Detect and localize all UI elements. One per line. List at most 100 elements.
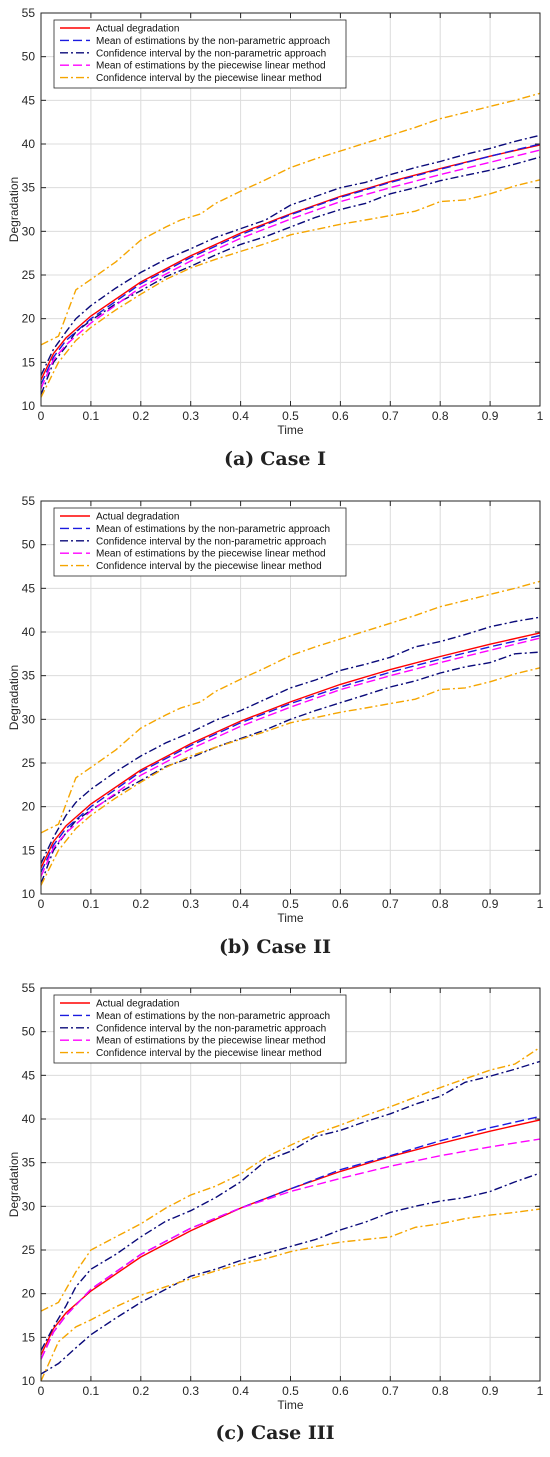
y-tick-label: 15 [22, 843, 36, 857]
x-tick-label: 0.8 [432, 897, 449, 911]
series-line-3 [40, 156, 541, 395]
series-line-0 [40, 144, 541, 381]
legend-box [53, 19, 347, 89]
caption-case-1: (a) Case I [0, 448, 550, 470]
y-tick-label: 25 [22, 756, 36, 770]
x-tick-label: 0.3 [182, 897, 199, 911]
x-tick-label: 0.9 [482, 1384, 499, 1398]
legend-entry: Confidence interval by the non-parametri… [96, 1023, 326, 1034]
legend-entry: Confidence interval by the non-parametri… [96, 48, 326, 59]
y-tick-label: 15 [22, 1330, 36, 1344]
x-tick-label: 0.5 [282, 409, 299, 423]
x-tick-label: 1 [537, 897, 544, 911]
series-line-2 [40, 616, 541, 864]
y-tick-label: 35 [22, 669, 36, 683]
x-tick-label: 0 [38, 897, 45, 911]
legend-entry: Confidence interval by the non-parametri… [96, 536, 326, 547]
chart-case-3: 0 0.1 0.2 0.3 0.4 0.5 0.6 0.7 0.8 0.9 1 10 15 20 25 30 3… [7, 981, 544, 1412]
caption-title: Case I [260, 448, 327, 470]
series-line-1 [40, 1115, 541, 1360]
legend-box [53, 994, 347, 1064]
x-axis-label: Time [277, 423, 304, 437]
y-tick-label: 55 [22, 6, 36, 20]
caption-label: (b) [219, 936, 251, 958]
y-tick-label: 20 [22, 312, 36, 326]
y-tick-label: 45 [22, 1068, 36, 1082]
y-tick-label: 45 [22, 581, 36, 595]
series-line-1 [40, 143, 541, 385]
x-tick-label: 0.5 [282, 897, 299, 911]
y-axis-label: Degradation [7, 177, 21, 242]
y-tick-label: 30 [22, 712, 36, 726]
y-tick-label: 40 [22, 1112, 36, 1126]
x-tick-label: 0.8 [432, 1384, 449, 1398]
series-line-5 [40, 1046, 541, 1312]
legend-entry: Confidence interval by the piecewise lin… [96, 73, 322, 84]
y-tick-label: 30 [22, 224, 36, 238]
x-tick-label: 1 [537, 409, 544, 423]
series-line-0 [40, 1119, 541, 1356]
x-tick-label: 0.7 [382, 897, 399, 911]
x-tick-label: 0 [38, 1384, 45, 1398]
x-tick-label: 0.7 [382, 409, 399, 423]
y-tick-label: 25 [22, 268, 36, 282]
caption-label: (c) [215, 1422, 245, 1444]
x-tick-label: 0.2 [132, 1384, 149, 1398]
legend-entry: Mean of estimations by the non-parametri… [96, 36, 330, 47]
x-tick-label: 0.6 [332, 1384, 349, 1398]
x-tick-label: 0.9 [482, 409, 499, 423]
series-line-2 [40, 134, 541, 376]
x-tick-label: 1 [537, 1384, 544, 1398]
y-tick-label: 20 [22, 1287, 36, 1301]
y-tick-label: 40 [22, 625, 36, 639]
series-line-5 [40, 92, 541, 346]
series-line-1 [40, 634, 541, 873]
y-tick-label: 20 [22, 800, 36, 814]
chart-panel-case-3: 0 0.1 0.2 0.3 0.4 0.5 0.6 0.7 0.8 0.9 1 10 15 20 25 30 3… [0, 975, 550, 1415]
y-tick-label: 30 [22, 1199, 36, 1213]
x-tick-label: 0.8 [432, 409, 449, 423]
y-tick-label: 10 [22, 887, 36, 901]
legend-entry: Actual degradation [96, 512, 179, 523]
legend-entry: Actual degradation [96, 24, 179, 35]
x-tick-label: 0.3 [182, 1384, 199, 1398]
legend-entry: Mean of estimations by the non-parametri… [96, 1011, 330, 1022]
y-tick-label: 35 [22, 1156, 36, 1170]
caption-label: (a) [223, 448, 255, 470]
x-tick-label: 0.7 [382, 1384, 399, 1398]
series-line-5 [40, 580, 541, 834]
series-line-6 [40, 667, 541, 886]
series-line-2 [40, 1060, 541, 1351]
x-tick-label: 0 [38, 409, 45, 423]
chart-case-1: 0 0.1 0.2 0.3 0.4 0.5 0.6 0.7 0.8 0.9 1 10 15 20 25 30 3… [7, 6, 544, 437]
x-tick-label: 0.2 [132, 409, 149, 423]
y-axis-label: Degradation [7, 1152, 21, 1217]
x-tick-label: 0.9 [482, 897, 499, 911]
y-tick-label: 50 [22, 538, 36, 552]
x-axis-label: Time [277, 911, 304, 925]
x-tick-label: 0.4 [232, 1384, 249, 1398]
caption-title: Case II [256, 936, 331, 958]
caption-title: Case III [251, 1422, 335, 1444]
y-tick-label: 55 [22, 981, 36, 995]
x-tick-label: 0.1 [83, 409, 100, 423]
legend-entry: Mean of estimations by the piecewise lin… [96, 1036, 326, 1047]
x-tick-label: 0.6 [332, 897, 349, 911]
legend-entry: Mean of estimations by the non-parametri… [96, 524, 330, 535]
chart-panel-case-1: 0 0.1 0.2 0.3 0.4 0.5 0.6 0.7 0.8 0.9 1 10 15 20 25 30 3… [0, 0, 550, 440]
x-tick-label: 0.4 [232, 897, 249, 911]
series-line-3 [40, 651, 541, 884]
y-tick-label: 10 [22, 399, 36, 413]
x-tick-label: 0.1 [83, 1384, 100, 1398]
y-tick-label: 40 [22, 137, 36, 151]
x-tick-label: 0.2 [132, 897, 149, 911]
y-tick-label: 50 [22, 1025, 36, 1039]
series-line-0 [40, 632, 541, 869]
legend-entry: Confidence interval by the piecewise lin… [96, 561, 322, 572]
caption-case-2: (b) Case II [0, 936, 550, 958]
y-tick-label: 15 [22, 355, 36, 369]
chart-panel-case-2: 0 0.1 0.2 0.3 0.4 0.5 0.6 0.7 0.8 0.9 1 10 15 20 25 30 3… [0, 488, 550, 928]
